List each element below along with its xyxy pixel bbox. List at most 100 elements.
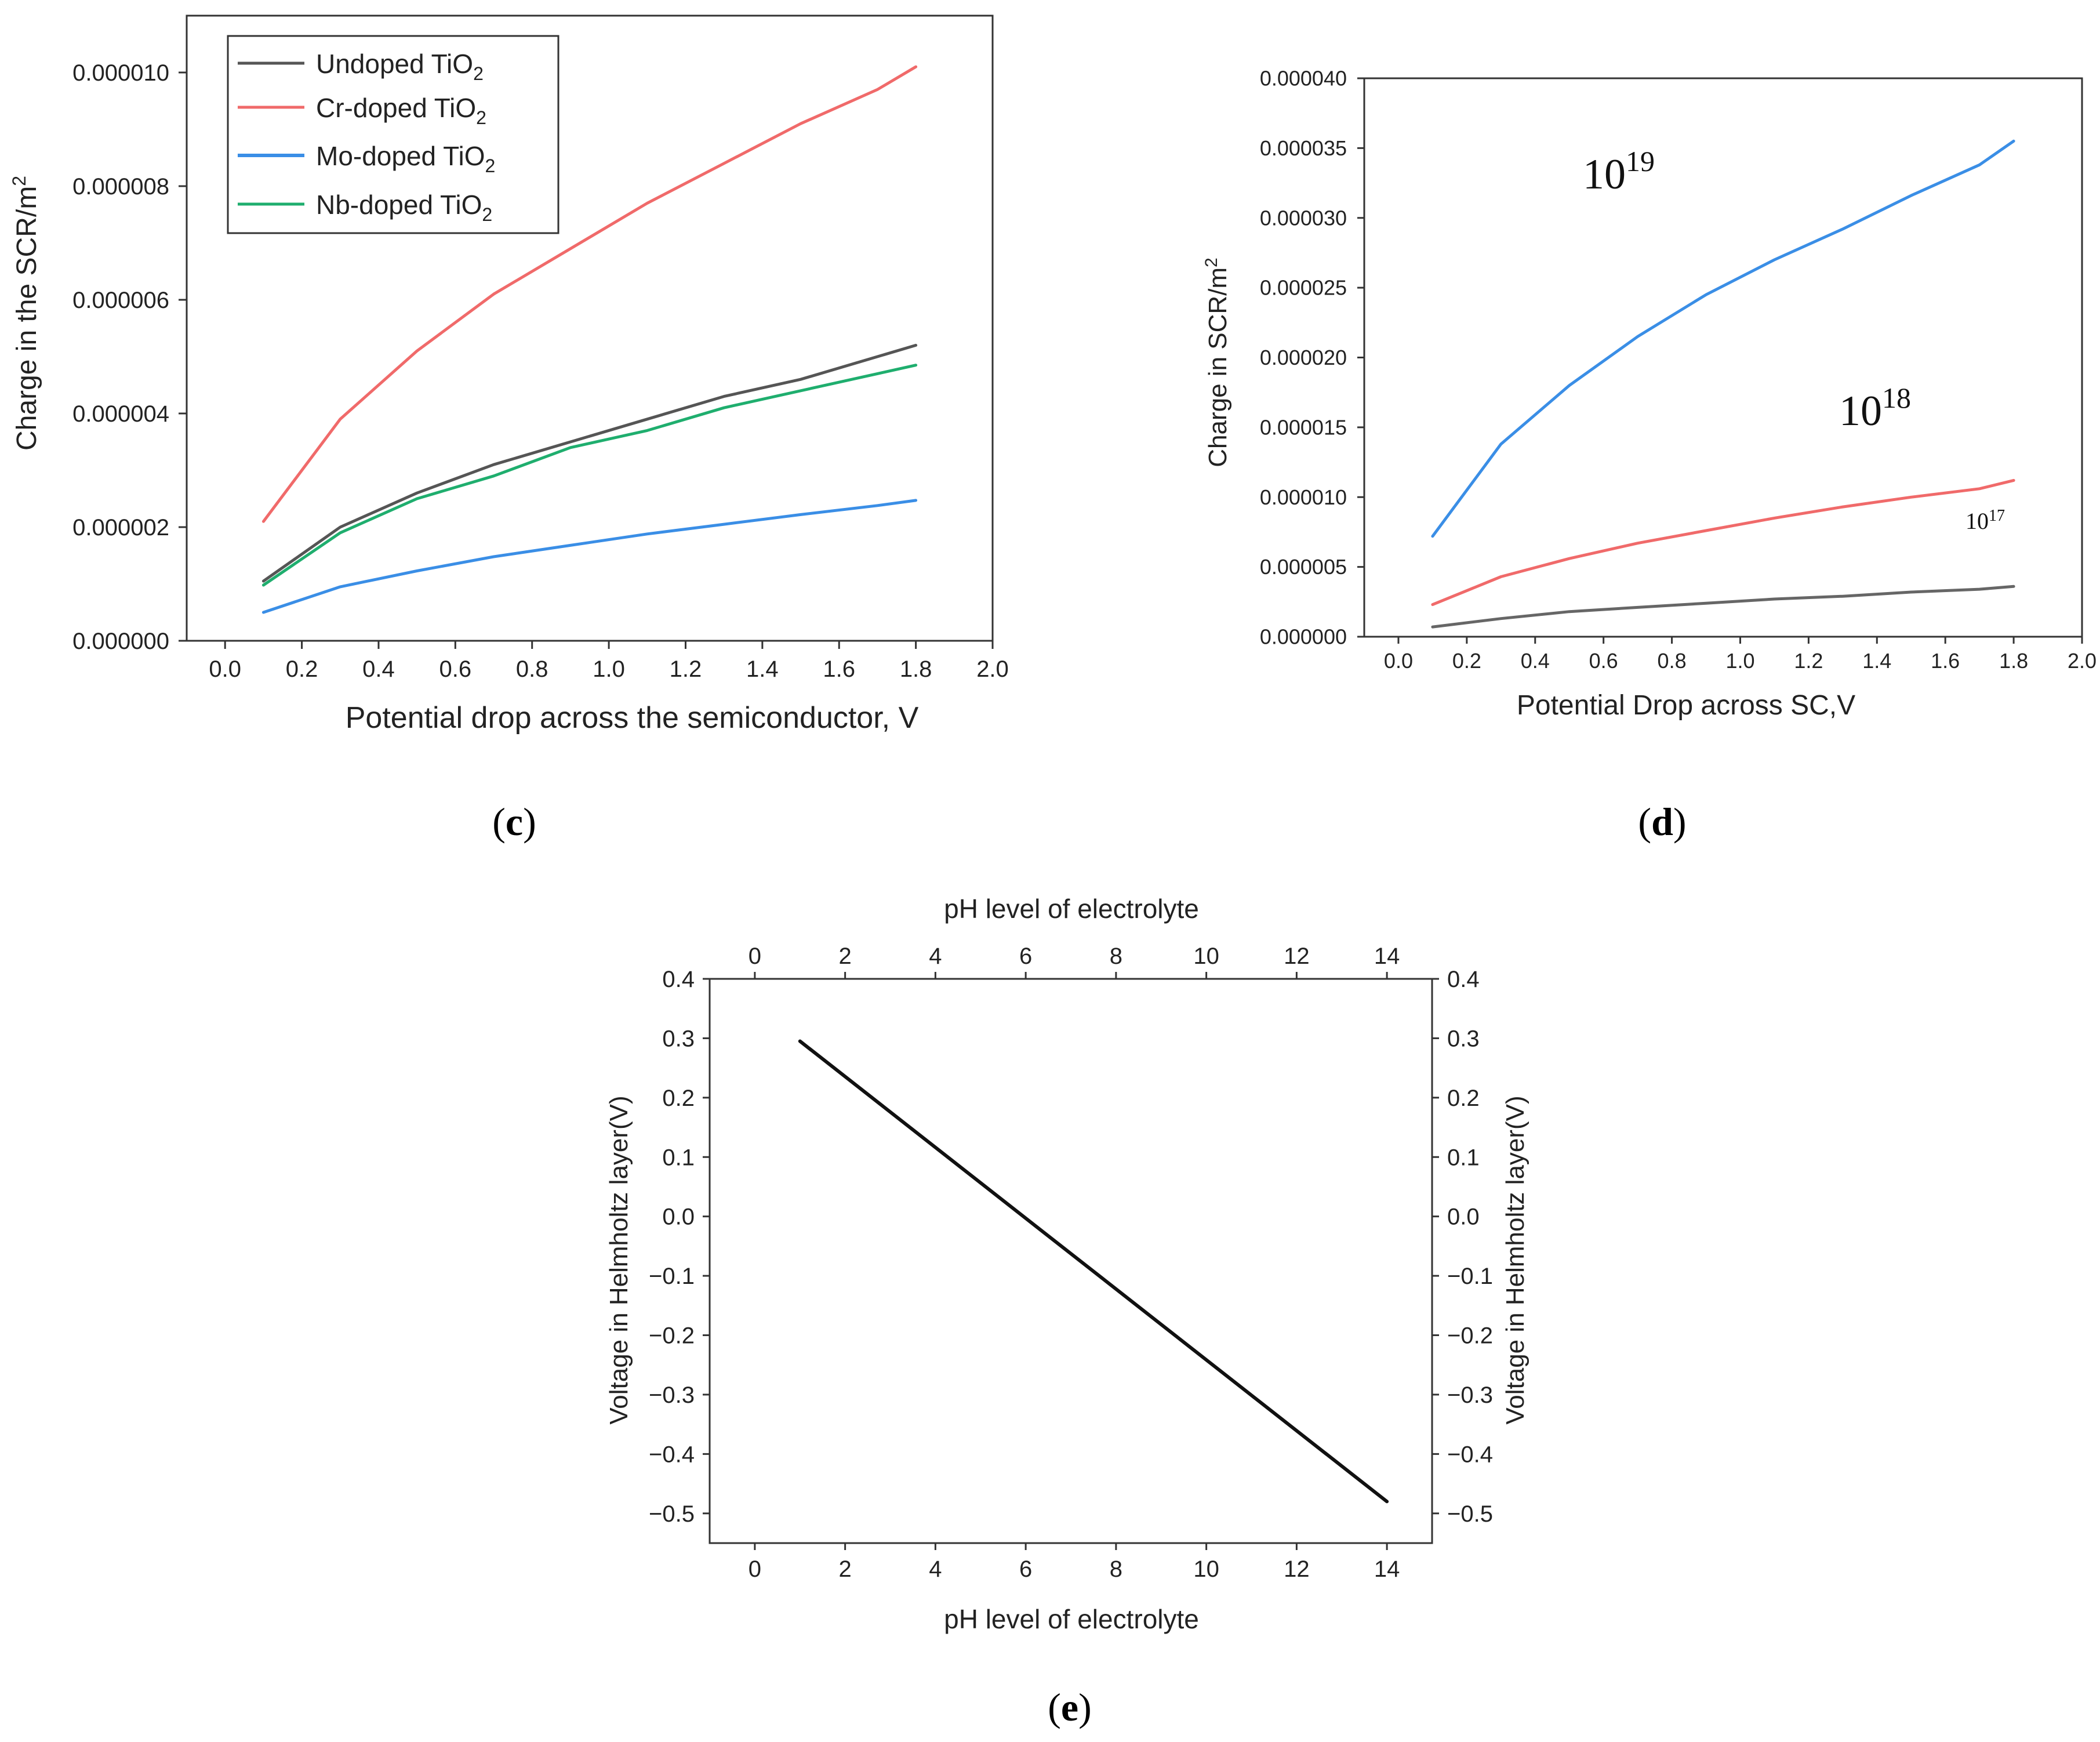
chart-d-y-axis-title: Charge in SCR/m2 [1202, 257, 1232, 467]
chart-e-panel-label: (e) [1048, 1685, 1092, 1729]
chart-e-right-tick-label: −0.2 [1447, 1323, 1493, 1349]
chart-e-right-tick-label: 0.0 [1447, 1204, 1480, 1230]
annotation-10-18: 1018 [1839, 382, 1911, 435]
chart-d-y-tick-label: 0.000040 [1260, 67, 1347, 90]
chart-e-top-tick-label: 6 [1019, 943, 1032, 969]
chart-c-series-line-1 [261, 65, 918, 523]
chart-c-y-tick-label: 0.000008 [72, 174, 169, 199]
chart-c-x-tick-label: 1.0 [593, 656, 625, 682]
chart-e-y-tick-label: 0.2 [662, 1086, 695, 1111]
chart-e-right-axis-title: Voltage in Helmholtz layer(V) [1501, 1095, 1529, 1424]
chart-d-x-tick-label: 1.6 [1931, 649, 1960, 673]
chart-c-x-tick-label: 0.6 [439, 656, 472, 682]
annotation-10-19: 1019 [1583, 145, 1655, 198]
chart-d-x-tick-label: 2.0 [2068, 649, 2097, 673]
chart-e-right-tick-label: 0.4 [1447, 967, 1480, 992]
chart-d-x-tick-label: 1.4 [1862, 649, 1891, 673]
chart-d-x-tick-label: 0.0 [1384, 649, 1413, 673]
chart-e-x-tick-label: 8 [1110, 1556, 1122, 1582]
chart-e-top-tick-label: 4 [929, 943, 942, 969]
chart-d-y-tick-label: 0.000035 [1260, 136, 1347, 160]
chart-e-y-tick-label: 0.0 [662, 1204, 695, 1230]
chart-e-frame [709, 978, 1433, 1544]
chart-d-x-tick-label: 1.8 [1999, 649, 2028, 673]
chart-c: 0.0 0.2 0.4 0.6 0.8 1.0 1.2 1.4 1.6 1.8 2.0 0.0000… [9, 14, 1009, 844]
chart-e-top-tick-label: 2 [839, 943, 852, 969]
chart-e-x-tick-label: 2 [839, 1556, 852, 1582]
chart-d-x-tick-label: 0.8 [1658, 649, 1687, 673]
chart-c-x-tick-label: 0.0 [209, 656, 241, 682]
chart-c-x-tick-label: 1.6 [823, 656, 855, 682]
chart-e-x-ticks: 0 0 2 2 4 4 6 6 8 8 10 10 12 12 14 14 [749, 943, 1400, 1582]
chart-c-y-ticks: 0.000000 0.000002 0.000004 0.000006 0.000008… [72, 60, 187, 654]
chart-c-x-tick-label: 0.8 [516, 656, 548, 682]
chart-c-x-axis-title: Potential drop across the semiconductor,… [346, 701, 919, 735]
chart-e-x-tick-label: 14 [1374, 1556, 1400, 1582]
chart-c-legend-box [227, 35, 559, 234]
chart-d: 0.0 0.2 0.4 0.6 0.8 1.0 1.2 1.4 1.6 1.8 2.0 0.0000… [1202, 67, 2097, 844]
chart-c-frame [186, 14, 994, 642]
chart-e-right-tick-label: −0.1 [1447, 1264, 1493, 1289]
chart-d-y-tick-label: 0.000025 [1260, 276, 1347, 300]
chart-e-x-axis-title: pH level of electrolyte [944, 1604, 1199, 1634]
chart-c-x-tick-label: 2.0 [976, 656, 1009, 682]
chart-e-top-tick-label: 8 [1110, 943, 1122, 969]
legend-label-cr: Cr-doped TiO2 [316, 93, 486, 128]
chart-e-x-tick-label: 12 [1284, 1556, 1310, 1582]
chart-e-x-tick-label: 10 [1193, 1556, 1219, 1582]
legend-label-mo: Mo-doped TiO2 [316, 141, 495, 176]
chart-e-top-tick-label: 10 [1193, 943, 1219, 969]
chart-e-top-tick-label: 0 [749, 943, 761, 969]
chart-d-x-tick-label: 0.2 [1452, 649, 1481, 673]
chart-e-x-tick-label: 4 [929, 1556, 942, 1582]
chart-e-right-tick-label: 0.1 [1447, 1145, 1480, 1170]
chart-e-y-tick-label: 0.3 [662, 1026, 695, 1051]
chart-e-right-tick-label: 0.3 [1447, 1026, 1480, 1051]
chart-c-x-tick-label: 1.4 [746, 656, 779, 682]
chart-c-series-line-3 [261, 364, 918, 587]
chart-c-y-tick-label: 0.000000 [72, 629, 169, 654]
chart-c-series [261, 65, 918, 614]
chart-c-panel-label: (c) [492, 800, 536, 844]
chart-d-series-line-1 [1431, 478, 2015, 607]
chart-d-x-tick-label: 1.2 [1794, 649, 1823, 673]
chart-e-y-tick-label: 0.1 [662, 1145, 695, 1170]
chart-c-x-tick-label: 0.2 [286, 656, 318, 682]
chart-e-y-tick-label: −0.3 [649, 1382, 695, 1408]
chart-e-y-tick-label: −0.4 [649, 1442, 695, 1467]
chart-e-x-tick-label: 0 [749, 1556, 761, 1582]
chart-c-y-tick-label: 0.000006 [72, 288, 169, 313]
chart-d-y-ticks: 0.000000 0.000005 0.000010 0.000015 0.000020… [1260, 67, 1364, 649]
legend-label-undoped: Undoped TiO2 [316, 49, 484, 84]
chart-e-y-axis-title: Voltage in Helmholtz layer(V) [605, 1095, 633, 1424]
chart-e-y-tick-label: −0.1 [649, 1264, 695, 1289]
chart-e-series [798, 1039, 1389, 1504]
chart-d-y-tick-label: 0.000020 [1260, 346, 1347, 369]
chart-c-x-tick-label: 0.4 [362, 656, 395, 682]
chart-e-right-tick-label: −0.3 [1447, 1382, 1493, 1408]
chart-e-series-line-0 [798, 1039, 1389, 1504]
chart-e-right-tick-label: −0.4 [1447, 1442, 1493, 1467]
chart-e-y-tick-label: 0.4 [662, 967, 695, 992]
chart-d-y-tick-label: 0.000030 [1260, 206, 1347, 230]
chart-d-series-line-2 [1431, 585, 2015, 629]
chart-c-y-tick-label: 0.000002 [72, 515, 169, 540]
chart-e-top-tick-label: 12 [1284, 943, 1310, 969]
chart-c-series-line-2 [261, 499, 918, 614]
chart-d-x-ticks: 0.0 0.2 0.4 0.6 0.8 1.0 1.2 1.4 1.6 1.8 2.0 [1384, 637, 2097, 673]
chart-c-x-tick-label: 1.2 [670, 656, 702, 682]
chart-c-y-tick-label: 0.000010 [72, 60, 169, 86]
chart-e-right-tick-label: −0.5 [1447, 1501, 1493, 1527]
chart-d-y-tick-label: 0.000005 [1260, 555, 1347, 579]
chart-d-y-tick-label: 0.000015 [1260, 415, 1347, 439]
annotation-10-17: 1017 [1965, 507, 2005, 534]
chart-d-x-tick-label: 0.6 [1589, 649, 1618, 673]
chart-d-series-line-0 [1431, 139, 2015, 538]
chart-e-x-tick-label: 6 [1019, 1556, 1032, 1582]
chart-c-x-tick-label: 1.8 [900, 656, 932, 682]
chart-d-y-tick-label: 0.000010 [1260, 485, 1347, 509]
legend-label-nb: Nb-doped TiO2 [316, 190, 492, 225]
chart-e-y-ticks: −0.5 −0.5 −0.4 −0.4 −0.3 −0.3 −0.2 −0.2 −0.1 −0.1… [649, 967, 1493, 1527]
